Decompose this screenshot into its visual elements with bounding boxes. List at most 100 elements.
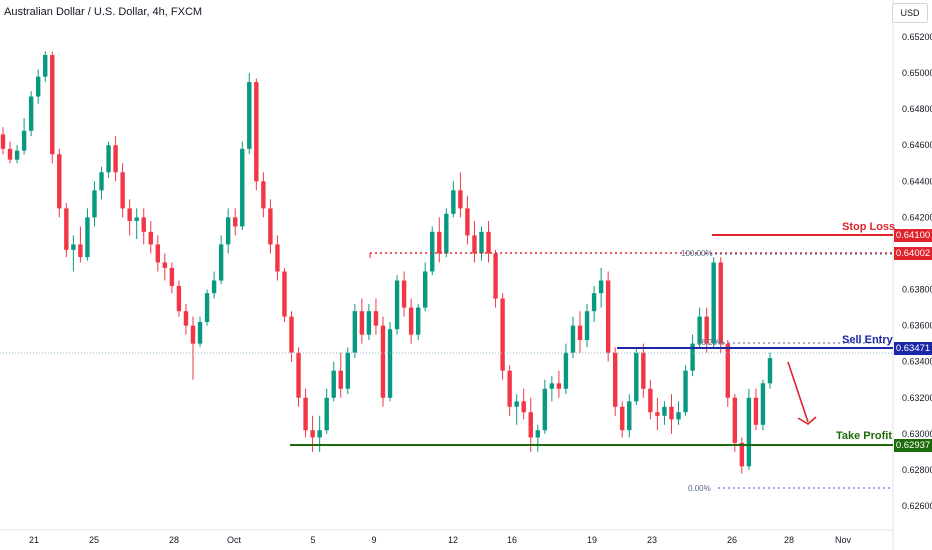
candle[interactable] — [451, 181, 456, 218]
candle[interactable] — [247, 73, 252, 155]
candle[interactable] — [43, 51, 48, 83]
candle[interactable] — [35, 69, 41, 104]
candle[interactable] — [458, 172, 463, 218]
candle[interactable] — [507, 365, 512, 416]
candle[interactable] — [106, 141, 111, 178]
candle[interactable] — [718, 257, 723, 353]
candle[interactable] — [345, 347, 350, 395]
candle[interactable] — [500, 293, 505, 380]
candle[interactable] — [683, 365, 688, 416]
candle[interactable] — [690, 334, 695, 377]
candle[interactable] — [394, 275, 400, 335]
candle[interactable] — [556, 370, 562, 398]
candle[interactable] — [366, 303, 372, 341]
candle[interactable] — [697, 307, 702, 348]
candle[interactable] — [641, 343, 646, 398]
candle[interactable] — [472, 220, 477, 263]
candle[interactable] — [535, 424, 540, 452]
candle[interactable] — [669, 394, 674, 434]
currency-button[interactable]: USD — [892, 3, 928, 23]
candle[interactable] — [605, 271, 611, 362]
candle[interactable] — [240, 141, 245, 231]
candle[interactable] — [542, 379, 548, 434]
candle[interactable] — [401, 271, 407, 317]
candle[interactable] — [746, 388, 752, 470]
candle[interactable] — [141, 208, 146, 245]
candle[interactable] — [169, 262, 175, 294]
candle[interactable] — [148, 220, 153, 254]
candle[interactable] — [71, 235, 76, 272]
candle[interactable] — [331, 361, 336, 402]
candle[interactable] — [725, 340, 730, 407]
candle[interactable] — [120, 163, 125, 218]
candle[interactable] — [408, 298, 414, 344]
candle[interactable] — [570, 316, 576, 359]
candle[interactable] — [423, 262, 428, 312]
candle[interactable] — [521, 388, 526, 420]
candle[interactable] — [338, 352, 343, 398]
candle[interactable] — [92, 181, 97, 227]
candle[interactable] — [7, 141, 13, 164]
candle[interactable] — [352, 303, 358, 359]
candle[interactable] — [620, 401, 625, 438]
candle[interactable] — [415, 303, 421, 341]
candle[interactable] — [612, 347, 618, 416]
candle[interactable] — [732, 394, 738, 452]
candle[interactable] — [598, 267, 604, 308]
candle[interactable] — [225, 208, 231, 254]
candle[interactable] — [204, 289, 210, 326]
candle[interactable] — [113, 136, 118, 182]
candle[interactable] — [514, 394, 519, 425]
candle[interactable] — [303, 388, 308, 438]
candle[interactable] — [493, 249, 498, 308]
candle[interactable] — [739, 437, 745, 474]
candle[interactable] — [268, 199, 273, 254]
candle[interactable] — [183, 303, 189, 335]
candle[interactable] — [282, 267, 287, 323]
candle[interactable] — [211, 271, 217, 299]
candle[interactable] — [233, 208, 238, 236]
candle[interactable] — [753, 388, 759, 431]
candle[interactable] — [0, 127, 6, 155]
candle[interactable] — [162, 253, 168, 281]
candle[interactable] — [430, 226, 435, 276]
candle[interactable] — [591, 285, 597, 323]
candle[interactable] — [134, 208, 139, 240]
candle[interactable] — [21, 118, 27, 155]
candle[interactable] — [711, 257, 716, 348]
candle[interactable] — [387, 322, 393, 402]
candle[interactable] — [324, 388, 329, 434]
time-axis[interactable]: 21 25 28 Oct 5 9 12 16 19 23 26 28 Nov — [29, 535, 852, 545]
candle[interactable] — [767, 352, 773, 389]
candle[interactable] — [437, 217, 442, 263]
candle[interactable] — [296, 347, 301, 407]
candle[interactable] — [584, 303, 590, 348]
candle[interactable] — [78, 226, 83, 263]
candle[interactable] — [655, 397, 660, 431]
candle[interactable] — [14, 145, 20, 164]
candle[interactable] — [704, 307, 709, 353]
candle[interactable] — [197, 316, 203, 348]
candle[interactable] — [190, 316, 196, 380]
candle[interactable] — [662, 401, 667, 425]
candle[interactable] — [380, 316, 386, 407]
candle[interactable] — [50, 51, 55, 164]
candle[interactable] — [528, 397, 533, 452]
candle[interactable] — [155, 235, 161, 272]
candle[interactable] — [563, 343, 569, 395]
candle[interactable] — [254, 78, 259, 191]
candle[interactable] — [275, 235, 280, 281]
candle[interactable] — [444, 208, 449, 258]
candle[interactable] — [176, 280, 182, 317]
candle[interactable] — [465, 195, 470, 245]
candle[interactable] — [218, 235, 224, 285]
candle[interactable] — [99, 166, 104, 200]
candle[interactable] — [627, 394, 632, 438]
candle[interactable] — [359, 298, 365, 344]
candle[interactable] — [28, 91, 34, 137]
candle[interactable] — [648, 379, 653, 420]
candle[interactable] — [261, 172, 266, 218]
candle[interactable] — [676, 401, 681, 425]
candle[interactable] — [85, 208, 90, 261]
